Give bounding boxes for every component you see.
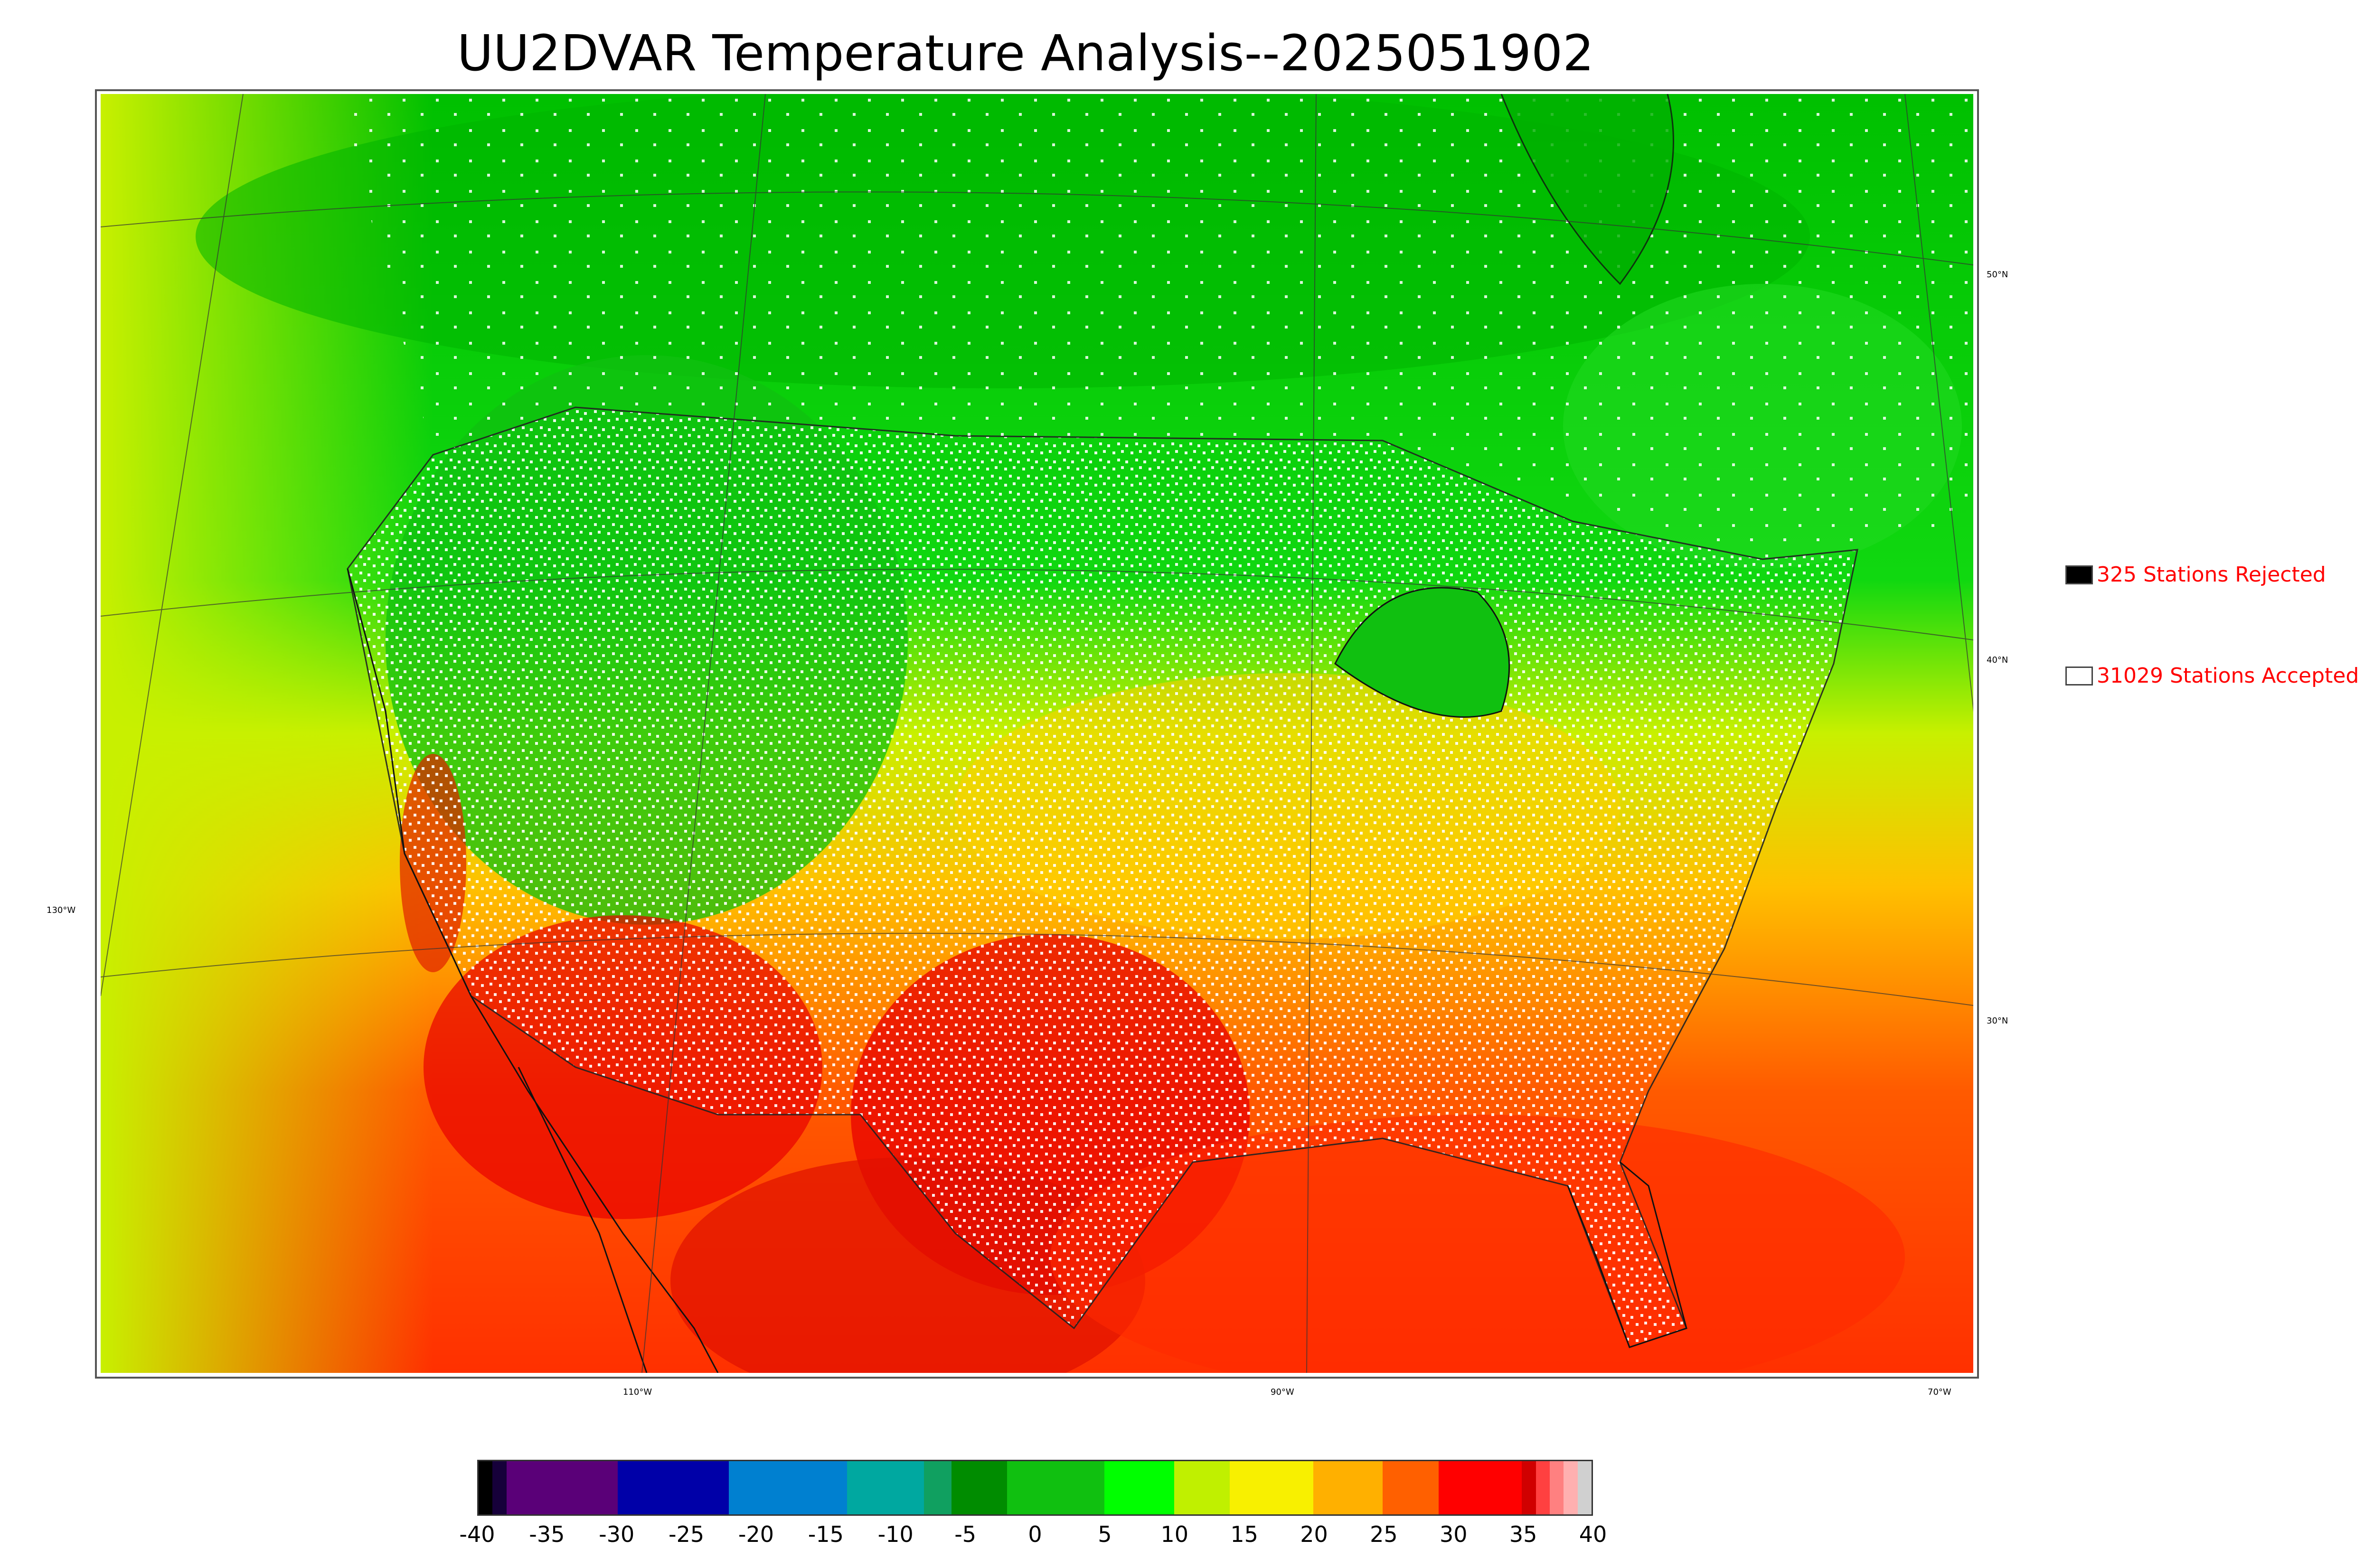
colorbar-tick-label: -25 bbox=[669, 1521, 705, 1547]
colorbar-segment bbox=[1104, 1461, 1174, 1514]
lat-label-30n: 30°N bbox=[1987, 1016, 2008, 1026]
colorbar-tick-label: 5 bbox=[1098, 1521, 1112, 1547]
colorbar-tick-label: -5 bbox=[954, 1521, 977, 1547]
colorbar-segment bbox=[847, 1461, 924, 1514]
colorbar-segment bbox=[1383, 1461, 1439, 1514]
colorbar-segment bbox=[951, 1461, 1008, 1514]
colorbar-tick-label: -30 bbox=[599, 1521, 635, 1547]
colorbar-ticks: -40 -35 -30 -25 -20 -15 -10 -5 0 5 10 15 20 25 30 35 40 bbox=[459, 1521, 1607, 1550]
graticule bbox=[101, 94, 1973, 1373]
legend-accepted: 31029 Stations Accepted bbox=[2065, 664, 2359, 688]
lat-label-50n: 50°N bbox=[1987, 270, 2008, 280]
colorbar-segment bbox=[1536, 1461, 1550, 1514]
lon-label-130w: 130°W bbox=[47, 905, 76, 915]
colorbar-segment bbox=[492, 1461, 507, 1514]
colorbar-segment bbox=[1564, 1461, 1578, 1514]
baja-coast-line bbox=[518, 1067, 648, 1373]
temperature-map bbox=[101, 94, 1973, 1373]
accepted-swatch bbox=[2065, 666, 2093, 685]
colorbar-segment bbox=[1438, 1461, 1522, 1514]
great-lakes-outline bbox=[1334, 587, 1510, 718]
colorbar-tick-label: 20 bbox=[1300, 1521, 1328, 1547]
colorbar bbox=[477, 1460, 1593, 1516]
colorbar-tick-label: 25 bbox=[1370, 1521, 1398, 1547]
colorbar-tick-label: 35 bbox=[1509, 1521, 1537, 1547]
colorbar-segment bbox=[1522, 1461, 1536, 1514]
colorbar-tick-label: -20 bbox=[738, 1521, 774, 1547]
legend-rejected: 325 Stations Rejected bbox=[2065, 563, 2326, 587]
colorbar-segment bbox=[479, 1461, 493, 1514]
west-coast-line bbox=[347, 568, 719, 1373]
rejected-swatch bbox=[2065, 565, 2093, 584]
colorbar-segment bbox=[617, 1461, 729, 1514]
colorbar-tick-label: 0 bbox=[1028, 1521, 1042, 1547]
rejected-label: 325 Stations Rejected bbox=[2097, 563, 2326, 587]
map-title: UU2DVAR Temperature Analysis--2025051902 bbox=[457, 24, 1594, 82]
accepted-label: 31029 Stations Accepted bbox=[2097, 664, 2359, 688]
lon-label-70w: 70°W bbox=[1928, 1387, 1951, 1397]
colorbar-tick-label: 10 bbox=[1160, 1521, 1189, 1547]
colorbar-segment bbox=[923, 1461, 952, 1514]
colorbar-tick-label: -10 bbox=[877, 1521, 914, 1547]
lon-label-90w: 90°W bbox=[1271, 1387, 1294, 1397]
hudson-bay-outline bbox=[1500, 94, 1674, 285]
colorbar-segment bbox=[729, 1461, 848, 1514]
colorbar-segment bbox=[506, 1461, 618, 1514]
colorbar-tick-label: 30 bbox=[1439, 1521, 1468, 1547]
lat-label-40n: 40°N bbox=[1987, 655, 2008, 665]
colorbar-tick-label: -40 bbox=[459, 1521, 495, 1547]
colorbar-tick-label: -35 bbox=[529, 1521, 565, 1547]
colorbar-segment bbox=[1007, 1461, 1105, 1514]
colorbar-tick-label: 15 bbox=[1230, 1521, 1258, 1547]
colorbar-tick-label: -15 bbox=[808, 1521, 844, 1547]
colorbar-segment bbox=[1577, 1461, 1592, 1514]
colorbar-segment bbox=[1550, 1461, 1564, 1514]
colorbar-segment bbox=[1230, 1461, 1313, 1514]
florida-coast-line bbox=[1567, 1161, 1687, 1348]
colorbar-segment bbox=[1174, 1461, 1230, 1514]
colorbar-tick-label: 40 bbox=[1579, 1521, 1607, 1547]
lon-label-110w: 110°W bbox=[623, 1387, 652, 1397]
colorbar-segment bbox=[1313, 1461, 1383, 1514]
gulf-hot-region bbox=[1050, 1115, 1905, 1373]
